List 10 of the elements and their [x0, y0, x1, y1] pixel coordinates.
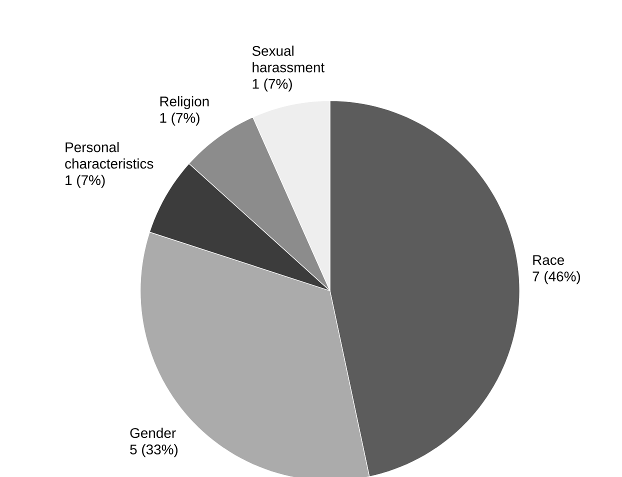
slice-label: Gender [130, 428, 176, 438]
data-label: 7 (46%) [532, 271, 580, 284]
data-label: 1 (7%) [160, 112, 200, 126]
data-label: 1 (7%) [66, 174, 105, 188]
data-label: 5 (33%) [130, 444, 178, 458]
slice-label: Race [533, 255, 564, 265]
data-label: 1 (7%) [252, 78, 292, 92]
slice-label: Religion [160, 96, 209, 110]
slice-label: Personal characteristics [65, 142, 154, 169]
slice-label: Sexual harassment [252, 46, 325, 72]
